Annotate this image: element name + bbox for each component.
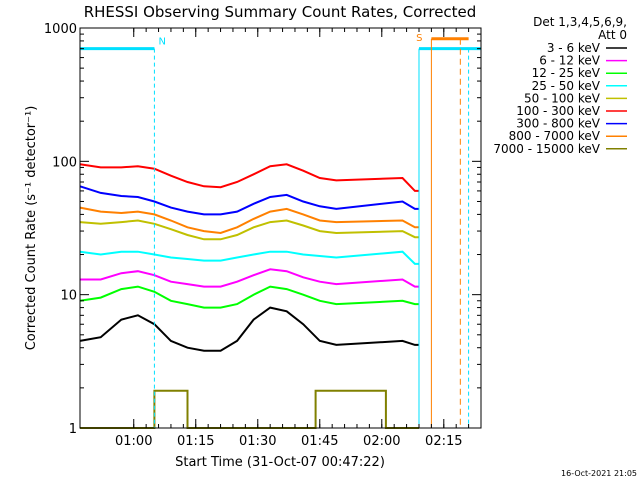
y-tick-label: 10 (60, 289, 77, 304)
series-line (80, 268, 419, 288)
x-tick-label: 01:45 (301, 434, 338, 449)
series-line (79, 285, 419, 309)
x-tick-label: 02:00 (363, 434, 400, 449)
series-line (79, 306, 419, 352)
y-tick-label: 100 (52, 155, 77, 170)
x-tick-label: 01:15 (177, 434, 214, 449)
legend-entry-label: 50 - 100 keV (524, 91, 601, 105)
timestamp-label: 16-Oct-2021 21:05 (561, 469, 637, 478)
series-line (79, 250, 419, 265)
y-tick-label: 1 (69, 422, 77, 437)
legend-entry-label: 6 - 12 keV (539, 54, 601, 68)
plot-frame (79, 27, 482, 429)
x-tick-label: 02:15 (425, 434, 462, 449)
series-line (79, 219, 419, 241)
series-line (79, 163, 419, 192)
x-tick-label: 01:30 (239, 434, 276, 449)
y-tick-label: 1000 (44, 22, 77, 37)
legend-entry-label: 12 - 25 keV (532, 66, 601, 80)
night-flag-label: N (159, 37, 166, 48)
legend-title: Att 0 (598, 28, 627, 42)
chart-title: RHESSI Observing Summary Count Rates, Co… (84, 3, 477, 21)
x-tick-label: 01:00 (115, 434, 152, 449)
series-line (79, 185, 419, 216)
legend-title: Det 1,3,4,5,6,9, (533, 15, 627, 29)
y-axis-label: Corrected Count Rate (s⁻¹ detector⁻¹) (24, 106, 39, 351)
x-axis: 01:00 01:15 01:30 01:45 02:00 02:15 (115, 28, 482, 449)
legend-entry-label: 3 - 6 keV (547, 41, 601, 55)
legend-entry-label: 100 - 300 keV (516, 104, 600, 118)
series-line (79, 206, 419, 235)
legend-entry-label: 7000 - 15000 keV (493, 142, 600, 156)
legend-entry-label: 800 - 7000 keV (509, 129, 601, 143)
saa-flag-label: S (416, 33, 422, 44)
x-axis-label: Start Time (31-Oct-07 00:47:22) (175, 455, 385, 470)
legend-entry-label: 25 - 50 keV (532, 79, 601, 93)
y-axis: 1 10 100 1000 (44, 22, 481, 437)
legend-entry-label: 300 - 800 keV (516, 117, 600, 131)
